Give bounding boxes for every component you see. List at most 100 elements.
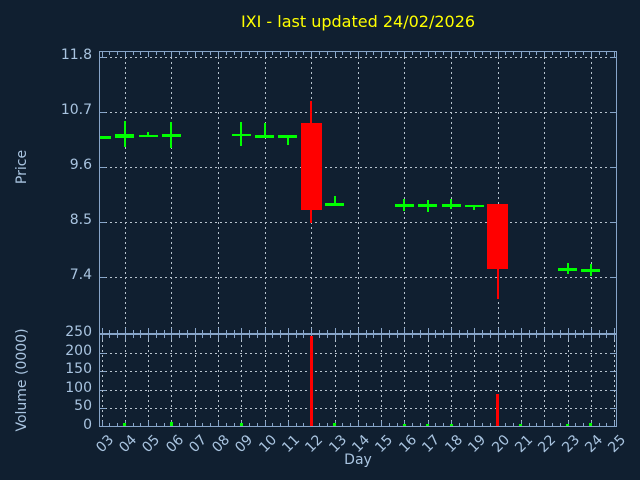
volume-bar: [123, 422, 127, 426]
day-tick-label: 09: [232, 432, 257, 456]
volume-bar: [169, 422, 173, 426]
x-tick: [536, 330, 538, 333]
volume-vgridline: [404, 335, 406, 426]
x-tick: [342, 423, 344, 426]
x-tick: [482, 423, 484, 426]
volume-vgridline: [241, 335, 243, 426]
x-tick: [194, 52, 196, 57]
x-tick: [427, 335, 429, 340]
x-tick: [155, 52, 157, 55]
x-tick: [318, 423, 320, 426]
x-tick: [365, 335, 367, 338]
price-vgridline: [357, 52, 359, 333]
x-tick: [264, 335, 266, 340]
x-tick: [381, 421, 383, 426]
volume-tick-right: [610, 389, 616, 391]
x-tick: [583, 52, 585, 55]
x-tick: [272, 52, 274, 55]
x-tick: [536, 423, 538, 426]
x-tick: [614, 421, 616, 426]
x-tick: [287, 335, 289, 340]
x-tick: [326, 423, 328, 426]
x-tick: [559, 330, 561, 333]
x-tick: [419, 330, 421, 333]
price-tick-left: [100, 112, 106, 113]
x-tick: [357, 335, 359, 340]
x-tick: [311, 328, 313, 333]
x-tick: [528, 52, 530, 55]
x-tick: [101, 52, 103, 57]
day-tick-label: 04: [116, 432, 141, 456]
volume-tick-label: 250: [65, 324, 92, 340]
x-tick: [280, 335, 282, 338]
x-tick: [583, 423, 585, 426]
x-tick: [505, 330, 507, 333]
x-tick: [272, 330, 274, 333]
x-tick: [474, 52, 476, 57]
x-tick: [342, 330, 344, 333]
x-tick: [233, 335, 235, 338]
x-tick: [186, 423, 188, 426]
x-tick: [497, 52, 499, 57]
x-tick: [474, 328, 476, 333]
x-tick: [163, 52, 165, 55]
x-tick: [225, 335, 227, 338]
x-tick: [435, 423, 437, 426]
x-tick: [404, 335, 406, 340]
x-tick: [109, 335, 111, 338]
volume-vgridline: [264, 335, 266, 426]
candle-body: [441, 204, 461, 207]
x-tick: [101, 421, 103, 426]
candle-body: [231, 133, 251, 136]
volume-tick-right: [610, 408, 616, 410]
candle-wick: [147, 131, 150, 137]
x-tick: [171, 52, 173, 57]
x-tick: [117, 423, 119, 426]
x-tick: [233, 330, 235, 333]
candle-body: [255, 134, 275, 138]
x-tick: [544, 335, 546, 340]
volume-tick-label: 100: [65, 379, 92, 396]
x-tick: [482, 330, 484, 333]
candle-body: [161, 134, 181, 137]
x-tick: [396, 52, 398, 55]
x-tick: [559, 52, 561, 55]
x-tick: [295, 335, 297, 338]
x-tick: [124, 335, 126, 340]
x-tick: [575, 330, 577, 333]
x-tick: [148, 335, 150, 340]
x-tick: [435, 330, 437, 333]
volume-vgridline: [124, 335, 126, 426]
candle-wick: [450, 198, 452, 209]
price-vgridline: [264, 52, 266, 333]
x-tick: [412, 335, 414, 338]
x-tick: [435, 335, 437, 338]
x-tick: [614, 335, 616, 340]
x-tick: [373, 330, 375, 333]
x-tick: [489, 335, 491, 338]
x-tick: [520, 421, 522, 426]
x-tick: [124, 328, 126, 333]
price-tick-left: [100, 222, 106, 223]
volume-bar: [402, 424, 406, 426]
x-tick: [427, 52, 429, 57]
x-tick: [575, 335, 577, 338]
price-tick-right: [610, 222, 616, 223]
price-plot-area: [100, 52, 616, 333]
price-vgridline: [218, 52, 219, 333]
x-tick: [117, 330, 119, 333]
price-panel-border: [99, 51, 617, 334]
x-tick: [606, 52, 608, 55]
day-tick-label: 20: [489, 432, 513, 456]
x-tick: [489, 330, 491, 333]
x-tick: [272, 423, 274, 426]
x-tick: [443, 335, 445, 338]
volume-vgridline: [474, 335, 476, 426]
x-tick: [140, 330, 142, 333]
x-tick: [101, 328, 103, 333]
x-tick: [210, 423, 212, 426]
x-tick: [583, 335, 585, 338]
x-tick: [155, 335, 157, 338]
volume-vgridline: [567, 335, 569, 426]
x-tick: [598, 52, 600, 55]
